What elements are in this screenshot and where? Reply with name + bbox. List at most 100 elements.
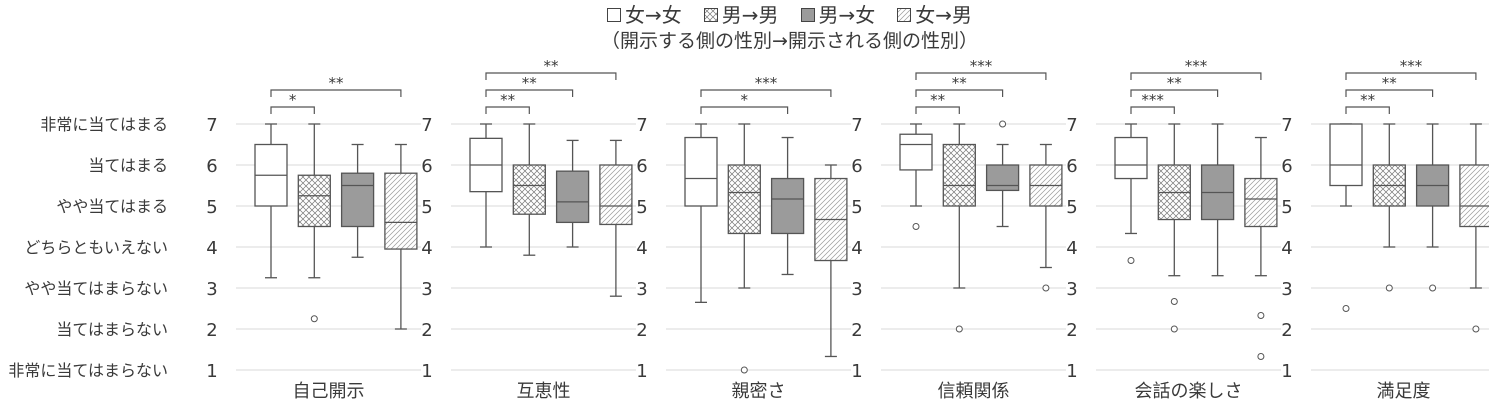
significance-label: *** xyxy=(1400,57,1423,75)
significance-bracket xyxy=(1345,72,1477,80)
y-tick-label: 7 xyxy=(206,115,217,136)
y-tick-label: 6 xyxy=(1281,156,1292,177)
outlier-point xyxy=(1042,284,1050,292)
significance-label: ** xyxy=(1360,91,1376,109)
significance-bracket xyxy=(1130,72,1262,80)
y-tick-label: 2 xyxy=(421,320,432,341)
y-tick-label: 3 xyxy=(636,279,647,300)
y-tick-label: 4 xyxy=(636,238,647,259)
y-tick-label: 2 xyxy=(851,320,862,341)
crosshatch-swatch-icon xyxy=(703,8,718,22)
outlier-point xyxy=(310,315,318,323)
legend-item-female-male: 女→男 xyxy=(897,2,972,28)
outlier-point xyxy=(1472,325,1480,333)
significance-bracket xyxy=(915,106,960,114)
box-iqr xyxy=(899,133,933,171)
box-iqr xyxy=(1459,164,1489,228)
significance-label: *** xyxy=(755,74,778,92)
y-tick-label: 5 xyxy=(206,197,217,218)
legend-label: 男→女 xyxy=(818,3,876,27)
y-category-label: 非常に当てはまる xyxy=(40,115,168,134)
y-tick-label: 4 xyxy=(206,238,217,259)
y-category-label: やや当てはまる xyxy=(56,197,168,216)
legend-subtitle: （開示する側の性別→開示される側の性別） xyxy=(601,30,978,52)
white-swatch-icon xyxy=(606,8,621,22)
significance-label: *** xyxy=(970,57,993,75)
panel-title: 信頼関係 xyxy=(938,381,1010,402)
legend-item-female-female: 女→女 xyxy=(606,2,682,28)
y-tick-label: 6 xyxy=(636,156,647,177)
y-category-label: 非常に当てはまらない xyxy=(8,361,168,380)
outlier-point xyxy=(1127,257,1135,265)
y-tick-label: 1 xyxy=(851,361,862,382)
significance-bracket xyxy=(1130,106,1175,114)
box-iqr xyxy=(727,164,761,235)
panel-title: 満足度 xyxy=(1377,381,1431,402)
y-tick-label: 7 xyxy=(851,115,862,136)
y-tick-label: 4 xyxy=(1281,238,1292,259)
y-tick-label: 6 xyxy=(421,156,432,177)
significance-label: ** xyxy=(952,74,968,92)
y-tick-label: 7 xyxy=(636,115,647,136)
significance-label: ** xyxy=(543,57,559,75)
box-iqr xyxy=(770,177,805,235)
significance-bracket xyxy=(915,72,1047,80)
significance-label: ** xyxy=(930,91,946,109)
y-category-label: やや当てはまらない xyxy=(24,279,168,298)
outlier-point xyxy=(1170,298,1178,306)
significance-label: ** xyxy=(522,74,538,92)
significance-bracket xyxy=(700,106,789,114)
significance-bracket xyxy=(915,89,1004,97)
legend-row: 女→女 男→男 男→女 女→男 xyxy=(90,2,1489,28)
y-tick-label: 4 xyxy=(1066,238,1077,259)
y-tick-label: 7 xyxy=(1281,115,1292,136)
legend-label: 女→男 xyxy=(915,3,973,27)
box-iqr xyxy=(1114,136,1148,180)
box-iqr xyxy=(942,143,976,207)
outlier-point xyxy=(740,366,748,374)
legend-item-male-female: 男→女 xyxy=(800,2,876,28)
y-tick-label: 6 xyxy=(1066,156,1077,177)
box-iqr xyxy=(512,164,546,215)
outlier-point xyxy=(1170,325,1178,333)
legend-label: 男→男 xyxy=(721,3,779,27)
y-category-label: 当てはまる xyxy=(88,156,168,175)
significance-bracket xyxy=(270,89,402,97)
y-tick-label: 1 xyxy=(421,361,432,382)
y-tick-label: 3 xyxy=(1066,279,1077,300)
diagonal-swatch-icon xyxy=(897,8,912,22)
outlier-point xyxy=(1257,352,1265,360)
outlier-point xyxy=(1385,284,1393,292)
significance-label: ** xyxy=(1167,74,1183,92)
y-tick-label: 3 xyxy=(206,279,217,300)
significance-bracket xyxy=(1345,89,1434,97)
legend: 女→女 男→男 男→女 女→男 （開示する側の性別→開示される側の性別） xyxy=(0,2,1489,54)
y-tick-label: 7 xyxy=(421,115,432,136)
significance-bracket xyxy=(485,106,530,114)
box-iqr xyxy=(340,172,375,228)
y-tick-label: 1 xyxy=(1281,361,1292,382)
gray-swatch-icon xyxy=(800,8,815,22)
outlier-point xyxy=(955,325,963,333)
significance-bracket xyxy=(485,89,574,97)
significance-label: ** xyxy=(328,74,344,92)
legend-item-male-male: 男→男 xyxy=(703,2,779,28)
y-tick-label: 5 xyxy=(421,197,432,218)
significance-label: * xyxy=(289,91,297,109)
significance-label: *** xyxy=(1141,91,1164,109)
y-tick-label: 1 xyxy=(636,361,647,382)
y-category-label: どちらともいえない xyxy=(24,238,168,257)
y-tick-label: 5 xyxy=(1066,197,1077,218)
y-tick-label: 4 xyxy=(851,238,862,259)
outlier-point xyxy=(999,120,1007,128)
y-tick-label: 3 xyxy=(851,279,862,300)
box-iqr xyxy=(599,164,633,226)
box-iqr xyxy=(684,136,718,207)
y-tick-label: 2 xyxy=(1281,320,1292,341)
box-iqr xyxy=(297,174,331,228)
panel-title: 会話の楽しさ xyxy=(1135,381,1243,402)
y-tick-label: 1 xyxy=(1066,361,1077,382)
y-tick-label: 2 xyxy=(636,320,647,341)
y-tick-label: 5 xyxy=(1281,197,1292,218)
